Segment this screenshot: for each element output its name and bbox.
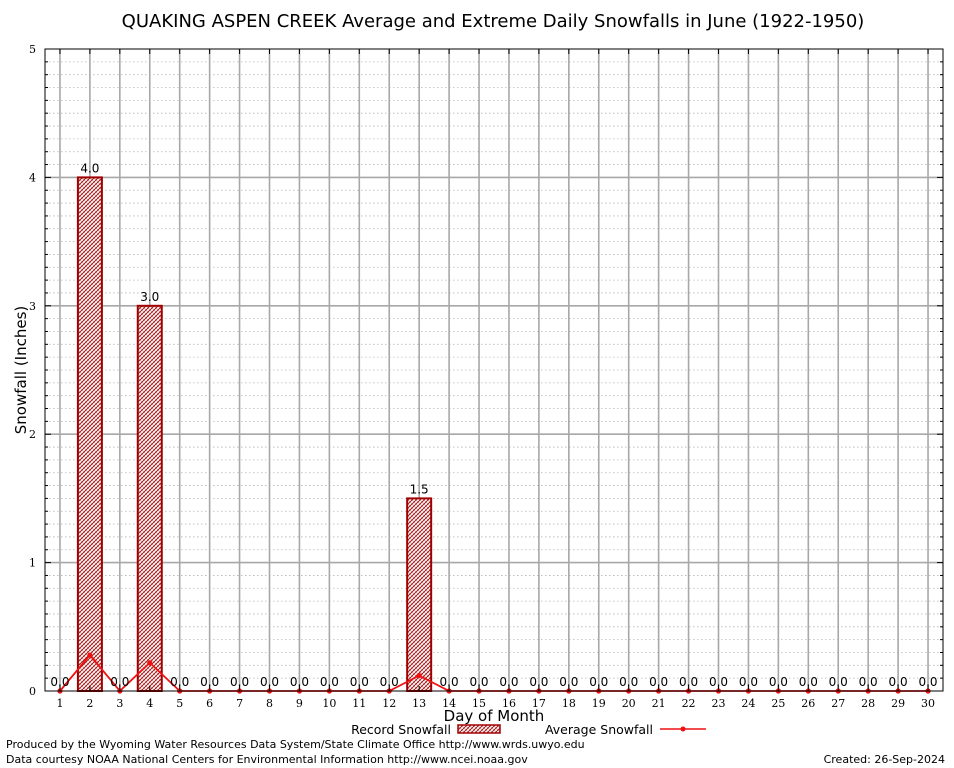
bar-value-label: 0.0 — [679, 675, 698, 689]
bar-value-label: 0.0 — [769, 675, 788, 689]
legend: Record Snowfall Average Snowfall — [351, 722, 706, 737]
x-tick-label: 26 — [801, 697, 815, 710]
y-tick-label: 4 — [29, 171, 36, 184]
x-tick-label: 30 — [921, 697, 935, 710]
bar-value-label: 0.0 — [320, 675, 339, 689]
legend-average-marker — [680, 726, 686, 732]
bar-value-label: 0.0 — [230, 675, 249, 689]
bar-value-label: 0.0 — [380, 675, 399, 689]
x-tick-label: 18 — [562, 697, 576, 710]
bar-value-label: 0.0 — [260, 675, 279, 689]
average-point — [87, 652, 93, 658]
x-tick-label: 2 — [86, 697, 93, 710]
x-tick-label: 19 — [592, 697, 606, 710]
bar-value-label: 0.0 — [649, 675, 668, 689]
legend-average-label: Average Snowfall — [545, 722, 653, 737]
record-bar — [406, 497, 433, 692]
bar-value-label: 4.0 — [80, 161, 99, 175]
bar-value-label: 0.0 — [529, 675, 548, 689]
x-tick-label: 9 — [296, 697, 303, 710]
y-tick-label: 2 — [29, 428, 36, 441]
bar-value-label: 0.0 — [918, 675, 937, 689]
x-tick-label: 10 — [322, 697, 336, 710]
x-tick-label: 14 — [442, 697, 456, 710]
x-tick-label: 24 — [741, 697, 755, 710]
footer-data-courtesy: Data courtesy NOAA National Centers for … — [6, 753, 528, 766]
bar-value-label: 0.0 — [589, 675, 608, 689]
footer-created: Created: 26-Sep-2024 — [824, 753, 945, 766]
x-tick-label: 5 — [176, 697, 183, 710]
x-tick-label: 16 — [502, 697, 516, 710]
x-tick-label: 4 — [146, 697, 153, 710]
x-tick-label: 22 — [682, 697, 696, 710]
legend-record-swatch — [457, 724, 501, 734]
y-axis-label: Snowfall (Inches) — [12, 306, 30, 434]
bar-value-labels: 0.0 4.0 0.0 3.0 0.0 0.0 0.0 0.0 0.0 0.0 0.0 0.0 1.5 0… — [50, 161, 937, 689]
x-tick-label: 28 — [861, 697, 875, 710]
bar-value-label: 0.0 — [110, 675, 129, 689]
record-bar — [76, 176, 103, 692]
chart-title: QUAKING ASPEN CREEK Average and Extreme … — [122, 11, 865, 32]
y-tick-label: 3 — [29, 300, 36, 313]
x-tick-label: 13 — [412, 697, 426, 710]
bar-value-label: 0.0 — [709, 675, 728, 689]
bar-value-label: 0.0 — [350, 675, 369, 689]
y-tick-label: 0 — [29, 685, 36, 698]
bar-value-label: 0.0 — [829, 675, 848, 689]
x-axis-label: Day of Month — [444, 707, 545, 725]
bar-value-label: 0.0 — [889, 675, 908, 689]
x-tick-label: 11 — [352, 697, 366, 710]
average-point — [416, 672, 422, 679]
x-tick-label: 25 — [771, 697, 785, 710]
bar-value-label: 1.5 — [410, 482, 429, 496]
bar-value-label: 0.0 — [170, 675, 189, 689]
footer-produced-by: Produced by the Wyoming Water Resources … — [6, 738, 585, 751]
bar-value-label: 0.0 — [200, 675, 219, 689]
y-tick-label: 1 — [29, 557, 36, 570]
bar-value-label: 0.0 — [290, 675, 309, 689]
x-tick-label: 3 — [116, 697, 123, 710]
x-tick-label: 21 — [652, 697, 666, 710]
bar-value-label: 0.0 — [619, 675, 638, 689]
x-tick-label: 27 — [831, 697, 845, 710]
bar-value-label: 0.0 — [499, 675, 518, 689]
bar-value-label: 0.0 — [50, 675, 69, 689]
grid — [45, 49, 943, 691]
average-point — [147, 660, 153, 666]
x-tick-label: 29 — [891, 697, 905, 710]
bar-value-label: 3.0 — [140, 290, 159, 304]
record-bar — [136, 304, 163, 692]
x-tick-label: 8 — [266, 697, 273, 710]
y-tick-label: 5 — [29, 43, 36, 56]
x-tick-label: 20 — [622, 697, 636, 710]
plot-frame — [44, 48, 944, 692]
x-tick-label: 12 — [382, 697, 396, 710]
bar-value-label: 0.0 — [559, 675, 578, 689]
x-tick-label: 6 — [206, 697, 213, 710]
legend-record-label: Record Snowfall — [351, 722, 451, 737]
x-tick-label: 15 — [472, 697, 486, 710]
x-tick-label: 17 — [532, 697, 546, 710]
bar-value-label: 0.0 — [739, 675, 758, 689]
bar-value-label: 0.0 — [469, 675, 488, 689]
bar-value-label: 0.0 — [440, 675, 459, 689]
y-tick-labels: 0 1 2 3 4 5 — [29, 43, 36, 698]
x-tick-label: 7 — [236, 697, 243, 710]
bar-value-label: 0.0 — [859, 675, 878, 689]
bar-value-label: 0.0 — [799, 675, 818, 689]
x-tick-label: 23 — [712, 697, 726, 710]
x-tick-label: 1 — [56, 697, 63, 710]
x-tick-labels: 1 2 3 4 5 6 7 8 9 10 11 12 13 14 15 16 17 18 19 20 21 22 23 24 2… — [56, 697, 935, 710]
